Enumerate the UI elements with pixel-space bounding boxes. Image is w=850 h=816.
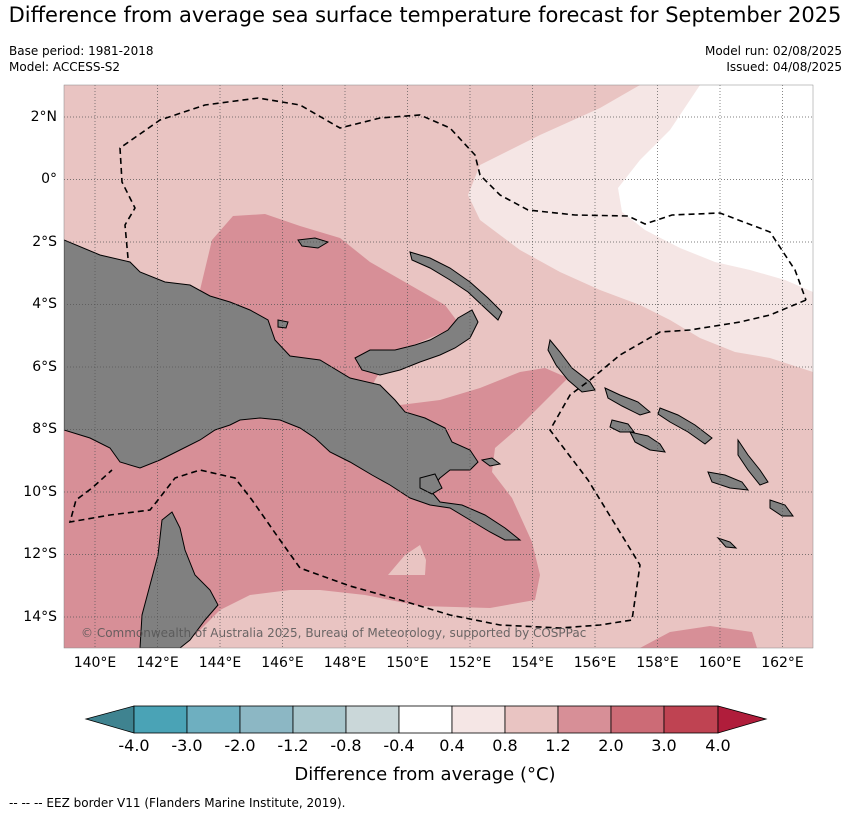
- lon-label: 162°E: [761, 655, 804, 671]
- copyright-notice: © Commonwealth of Australia 2025, Bureau…: [81, 626, 587, 640]
- land-cape-york: [139, 511, 219, 648]
- lon-label: 146°E: [261, 655, 304, 671]
- colorbar-tick-label: 0.4: [439, 736, 465, 755]
- lon-label: 154°E: [511, 655, 554, 671]
- lon-label: 140°E: [73, 655, 117, 671]
- lon-label: 142°E: [136, 655, 179, 671]
- lon-label: 148°E: [323, 655, 367, 671]
- colorbar-title: Difference from average (°C): [294, 764, 556, 785]
- land-santa-cruz: [769, 499, 794, 517]
- eez-legend-note: -- -- -- EEZ border V11 (Flanders Marine…: [9, 796, 346, 810]
- anomaly-region-0-8-to-1-2-pocket: [388, 545, 426, 575]
- lat-label: 14°S: [23, 609, 57, 625]
- lon-label: 144°E: [198, 655, 242, 671]
- model-run: Model run: 02/08/2025: [704, 44, 842, 58]
- meta-right: Model run: 02/08/2025 Issued: 04/08/2025: [705, 43, 842, 75]
- lon-label: 152°E: [448, 655, 492, 671]
- land-manus: [297, 237, 330, 249]
- lon-label: 158°E: [636, 655, 679, 671]
- lon-label: 160°E: [698, 655, 742, 671]
- lat-label: 10°S: [23, 484, 57, 500]
- colorbar-segment: [292, 705, 347, 734]
- land-solomon-new-georgia: [609, 419, 635, 433]
- colorbar-segment: [451, 705, 506, 734]
- colorbar-tick-label: -0.8: [330, 736, 362, 755]
- chart-title: Difference from average sea surface temp…: [8, 3, 842, 27]
- land-solomon-guadalcanal: [629, 431, 666, 453]
- land-islet-4: [277, 319, 289, 329]
- colorbar-tick-label: 1.2: [545, 736, 571, 755]
- land-islet-1: [716, 536, 738, 549]
- lat-label: 12°S: [23, 546, 57, 562]
- anomaly-region-0-8-to-1-2-south: [190, 596, 300, 648]
- meta-left: Base period: 1981-2018 Model: ACCESS-S2: [9, 43, 154, 75]
- land-new-britain: [354, 309, 479, 376]
- colorbar-segment: [345, 705, 400, 734]
- land-new-guinea: [64, 239, 522, 541]
- lat-label: 0°: [41, 171, 57, 187]
- colorbar-extend-high: [717, 705, 768, 734]
- map-gridlines: [64, 85, 813, 648]
- land-new-ireland: [409, 251, 503, 321]
- map-frame: [63, 84, 814, 649]
- colorbar-tick-label: -3.0: [171, 736, 203, 755]
- colorbar-segment: [504, 705, 559, 734]
- lat-label: 8°S: [32, 421, 57, 437]
- colorbar-tick-label: 4.0: [705, 736, 731, 755]
- land-solomon-malaita: [737, 438, 769, 486]
- colorbar-segment: [239, 705, 294, 734]
- issued-date: Issued: 04/08/2025: [726, 60, 842, 74]
- colorbar-tick-label: -0.4: [383, 736, 415, 755]
- model-name: Model: ACCESS-S2: [9, 60, 121, 74]
- lon-label: 156°E: [573, 655, 617, 671]
- land-bougainville: [547, 338, 596, 393]
- colorbar-tick-label: 3.0: [651, 736, 677, 755]
- colorbar-tick-label: 0.8: [492, 736, 518, 755]
- lon-label: 150°E: [386, 655, 429, 671]
- land-islet-3: [419, 473, 443, 495]
- colorbar-tick-label: -4.0: [118, 736, 150, 755]
- land-solomon-makira: [707, 471, 750, 491]
- anomaly-region-near-average: [618, 85, 813, 292]
- land-solomon-choiseul: [604, 387, 652, 416]
- colorbar-segment: [398, 705, 453, 734]
- lat-label: 2°N: [30, 109, 57, 125]
- colorbar-extend-low: [84, 705, 135, 734]
- land-solomon-santa-isabel: [657, 407, 713, 445]
- colorbar-segment: [663, 705, 719, 734]
- colorbar-tick-label: 2.0: [598, 736, 624, 755]
- base-period: Base period: 1981-2018: [9, 44, 154, 58]
- colorbar: [84, 705, 768, 734]
- colorbar-segment: [557, 705, 612, 734]
- eez-border-lines: [68, 97, 807, 629]
- colorbar-segment: [186, 705, 241, 734]
- land-islet-2: [480, 457, 502, 467]
- colorbar-segment: [133, 705, 188, 734]
- lat-label: 4°S: [32, 296, 57, 312]
- colorbar-tick-label: -1.2: [277, 736, 309, 755]
- lat-label: 2°S: [32, 234, 57, 250]
- colorbar-tick-label: -2.0: [224, 736, 256, 755]
- anomaly-region-1-2-to-2-0-southeast: [640, 626, 757, 648]
- colorbar-segment: [610, 705, 665, 734]
- lat-label: 6°S: [32, 359, 57, 375]
